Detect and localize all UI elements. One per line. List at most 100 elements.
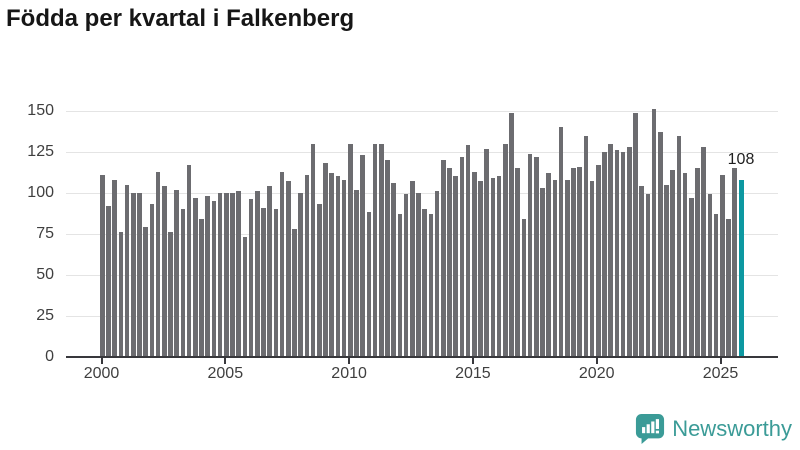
bar (199, 219, 204, 357)
bar (335, 176, 341, 357)
gridline-y25 (66, 315, 778, 317)
bar (496, 176, 502, 357)
bar (298, 192, 303, 357)
bar (143, 227, 148, 357)
bar (428, 214, 434, 357)
newsworthy-logo[interactable]: Newsworthy (635, 413, 792, 444)
bar (286, 181, 291, 357)
bar (503, 143, 508, 357)
bar (112, 179, 117, 357)
bar (403, 194, 409, 357)
bar (385, 160, 390, 357)
bar (304, 174, 310, 357)
bar (310, 143, 316, 357)
bar (726, 219, 731, 357)
bar (106, 205, 111, 357)
bar (354, 189, 359, 357)
y-axis-tick-label: 75 (36, 224, 54, 242)
bar (118, 232, 124, 357)
y-axis-tick-label: 50 (36, 265, 54, 283)
bar (149, 204, 155, 357)
last-value-label: 108 (727, 151, 755, 168)
bar (546, 173, 551, 357)
bar (540, 187, 545, 357)
bar (168, 232, 173, 357)
bar (509, 112, 514, 357)
bar (211, 201, 217, 357)
bar (217, 192, 223, 357)
gridline-y125 (66, 151, 778, 153)
bar (230, 192, 235, 357)
bar (701, 146, 706, 357)
newsworthy-speech-bubble-chart-icon (635, 413, 665, 444)
bar (602, 151, 607, 357)
bar (248, 199, 254, 357)
bar (664, 184, 669, 357)
bar (620, 151, 626, 357)
bar (552, 179, 558, 357)
bar (155, 171, 161, 357)
bar (720, 174, 725, 357)
bar (422, 209, 427, 357)
bar (366, 212, 372, 357)
bar (515, 168, 520, 357)
bar (434, 191, 440, 357)
bar (180, 209, 186, 357)
x-axis-line (66, 356, 778, 358)
x-axis-tick-label: 2005 (207, 365, 244, 382)
bar (658, 132, 663, 357)
x-axis-tick-label: 2020 (578, 365, 615, 382)
bar (100, 174, 105, 357)
bar (261, 207, 266, 357)
gridline-y50 (66, 274, 778, 276)
bar (614, 150, 620, 357)
bar (379, 143, 384, 357)
bar (583, 135, 589, 357)
bar (186, 164, 192, 357)
bar (596, 164, 601, 357)
bar (682, 173, 688, 357)
bar (639, 186, 644, 357)
bar (571, 168, 576, 357)
bar (323, 163, 328, 357)
bar (732, 168, 737, 357)
bar (267, 186, 272, 357)
x-axis-tick-label: 2000 (83, 365, 120, 382)
bar (372, 143, 378, 357)
bar (124, 184, 130, 357)
x-axis-tick (719, 358, 722, 364)
gridline-y150 (66, 110, 778, 112)
bar (360, 155, 365, 357)
bar (478, 181, 483, 357)
bar (627, 146, 632, 357)
bar (453, 176, 458, 357)
bar (713, 214, 719, 357)
bar (558, 127, 564, 357)
bar (137, 192, 142, 357)
gridline-y100 (66, 192, 778, 194)
bar (695, 168, 700, 357)
x-axis-tick (348, 358, 351, 364)
bar (689, 197, 694, 357)
x-axis-tick (595, 358, 598, 364)
bar (633, 112, 638, 357)
bar (465, 145, 471, 357)
bar (174, 189, 179, 357)
bar (490, 178, 496, 357)
bar (676, 135, 682, 357)
bar (391, 182, 396, 357)
bar (131, 192, 136, 357)
chart-title: Födda per kvartal i Falkenberg (6, 5, 355, 32)
bar (651, 109, 657, 357)
bar (242, 237, 248, 357)
bar (193, 197, 198, 357)
newsworthy-wordmark: Newsworthy (672, 415, 792, 441)
bar (292, 228, 297, 357)
x-axis-tick-label: 2015 (455, 365, 491, 382)
bar (224, 192, 229, 357)
bar (348, 143, 353, 357)
bar (527, 153, 533, 357)
bar (410, 181, 415, 357)
